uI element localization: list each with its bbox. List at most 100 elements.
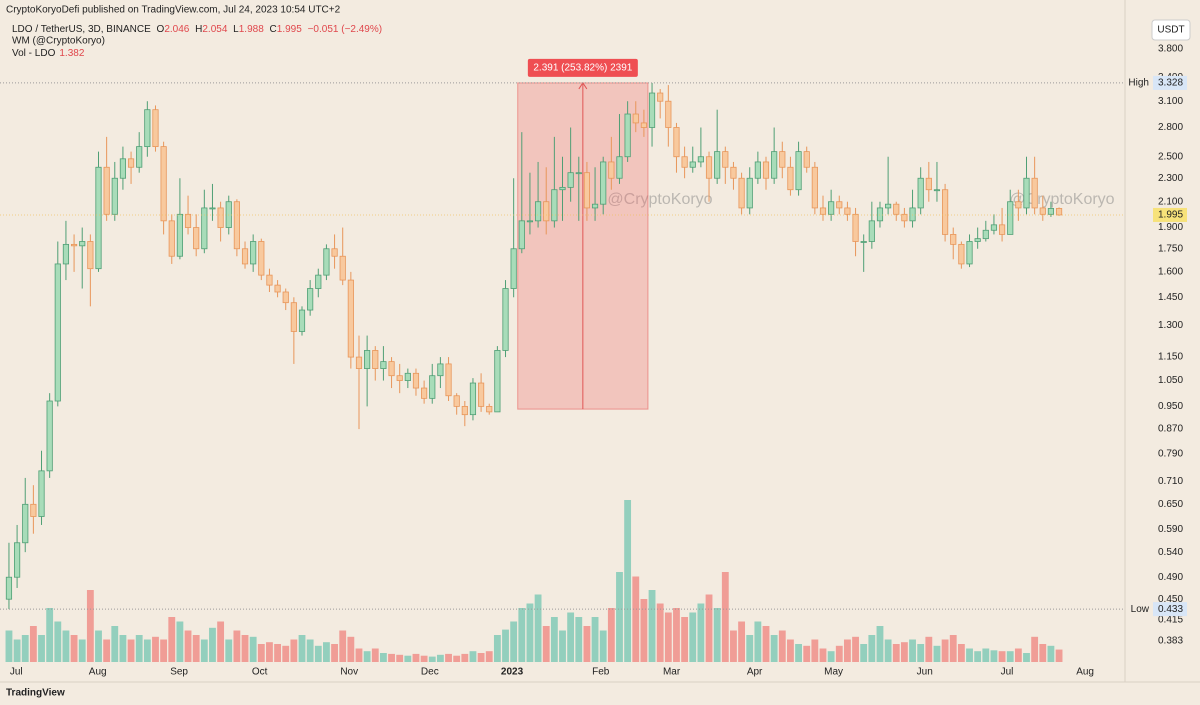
candle-body xyxy=(917,177,924,209)
volume-bar xyxy=(347,636,355,662)
volume-bar xyxy=(575,617,583,662)
ohlc-value: 2.046 xyxy=(164,24,189,35)
candle-body xyxy=(437,363,444,377)
volume-bar xyxy=(852,636,859,662)
volume-bar xyxy=(697,603,705,662)
candle-body xyxy=(486,405,493,413)
candle-body xyxy=(1023,177,1030,209)
candle-body xyxy=(5,576,13,600)
volume-bar xyxy=(656,603,664,662)
candle-body xyxy=(331,248,338,257)
volume-bar xyxy=(282,645,290,662)
volume-value: 1.382 xyxy=(59,48,84,59)
volume-bar xyxy=(892,644,900,662)
low-value-box xyxy=(1153,602,1187,617)
candle-body xyxy=(990,224,998,231)
footer: TradingView xyxy=(6,688,65,699)
y-tick-label: 1.300 xyxy=(1158,320,1183,331)
volume-bar xyxy=(363,651,371,662)
volume-bar xyxy=(770,635,778,662)
volume-bar xyxy=(298,635,306,662)
volume-bar xyxy=(925,636,933,662)
volume-bar xyxy=(795,644,802,662)
volume-bar xyxy=(998,651,1006,662)
volume-bar xyxy=(787,639,794,662)
volume-bar xyxy=(86,590,94,662)
volume-bar xyxy=(957,644,965,662)
candle-body xyxy=(453,395,460,407)
candle-body xyxy=(901,213,908,222)
candle-body xyxy=(478,382,485,407)
candle-body xyxy=(307,288,314,311)
ohlc-label: L xyxy=(233,24,239,35)
x-tick-label: Jul xyxy=(1001,667,1014,678)
volume-bar xyxy=(485,651,493,662)
volume-bar xyxy=(78,639,86,662)
volume-legend: Vol - LDO 1.382 xyxy=(12,48,85,59)
candle-body xyxy=(551,189,558,222)
candle-body xyxy=(30,503,37,517)
volume-bar xyxy=(143,639,151,662)
y-tick-label: 1.600 xyxy=(1158,267,1183,278)
candle-body xyxy=(909,207,916,222)
candle-body xyxy=(14,542,21,578)
volume-bar xyxy=(762,626,770,662)
candle-body xyxy=(421,387,428,399)
volume-bar xyxy=(673,608,680,662)
volume-bar xyxy=(168,617,176,662)
candle-body xyxy=(274,284,281,293)
volume-bar xyxy=(990,650,998,662)
volume-bar xyxy=(436,654,444,662)
volume-bar xyxy=(103,639,111,662)
y-tick-label: 1.750 xyxy=(1158,243,1183,254)
volume-bar xyxy=(534,594,542,662)
low-value: 0.433 xyxy=(1158,604,1183,615)
volume-bar xyxy=(209,627,216,662)
volume-bar xyxy=(550,617,558,662)
candle-body xyxy=(648,92,656,128)
y-tick-label: 1.900 xyxy=(1158,222,1183,233)
volume-bar xyxy=(811,639,819,662)
volume-bar xyxy=(306,639,314,662)
candle-body xyxy=(510,248,517,289)
candle-body xyxy=(640,122,647,128)
volume-bar xyxy=(843,639,851,662)
candle-body xyxy=(738,177,745,209)
candle-body xyxy=(502,288,509,351)
candle-body xyxy=(543,201,550,222)
candle-body xyxy=(160,146,167,222)
y-tick-label: 0.870 xyxy=(1158,424,1183,435)
candle-body xyxy=(119,158,127,179)
y-tick-label: 1.150 xyxy=(1158,352,1183,363)
candle-body xyxy=(624,113,631,158)
volume-bar xyxy=(681,617,689,662)
y-tick-label: 1.050 xyxy=(1158,375,1183,386)
volume-bar xyxy=(1023,653,1030,662)
volume-bar xyxy=(274,644,282,662)
candle-body xyxy=(526,220,534,223)
volume-bar xyxy=(266,642,273,662)
volume-bar xyxy=(21,635,29,662)
candle-body xyxy=(266,274,273,286)
volume-bar xyxy=(371,648,379,662)
volume-bar xyxy=(477,653,485,662)
candle-body xyxy=(62,243,70,265)
volume-bar xyxy=(95,630,102,662)
volume-bar xyxy=(746,635,754,662)
candle-body xyxy=(1007,201,1014,235)
volume-bar xyxy=(900,642,908,662)
candle-body xyxy=(860,241,867,243)
y-tick-label: 2.500 xyxy=(1158,151,1183,162)
legend-symbol: LDO / TetherUS, 3D, BINANCE O2.046 H2.05… xyxy=(12,24,382,35)
candle-body xyxy=(136,146,143,168)
x-tick-label: Oct xyxy=(252,667,268,678)
symbol: LDO / TetherUS, 3D, BINANCE xyxy=(12,24,151,35)
volume-bar xyxy=(379,653,387,662)
x-tick-label: 2023 xyxy=(501,667,524,678)
volume-bar xyxy=(46,608,54,662)
volume-bar xyxy=(835,645,843,662)
publisher: CryptoKoryoDefi published on TradingView… xyxy=(6,5,341,16)
candle-body xyxy=(591,203,599,209)
candle-body xyxy=(754,161,761,179)
